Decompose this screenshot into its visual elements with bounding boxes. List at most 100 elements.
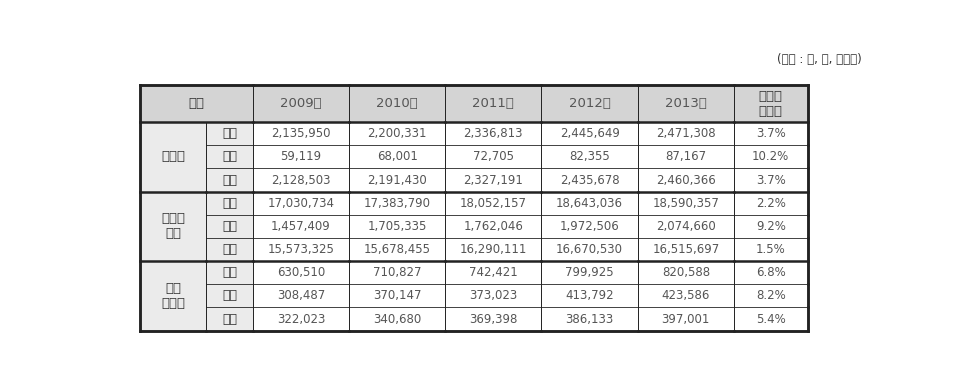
Text: 2,191,430: 2,191,430 [367, 174, 426, 186]
Text: 630,510: 630,510 [276, 266, 325, 279]
Text: 10.2%: 10.2% [751, 150, 789, 163]
Text: 입내원
일수: 입내원 일수 [161, 212, 185, 240]
Text: 2,336,813: 2,336,813 [463, 127, 522, 140]
Text: 16,290,111: 16,290,111 [459, 243, 526, 256]
Text: 799,925: 799,925 [565, 266, 613, 279]
Text: 423,586: 423,586 [661, 290, 709, 302]
Text: 18,643,036: 18,643,036 [555, 197, 622, 210]
Text: 322,023: 322,023 [276, 313, 325, 326]
Text: 1,762,046: 1,762,046 [463, 220, 522, 233]
Bar [253, 168, 349, 192]
Text: 입원
진료비: 입원 진료비 [161, 282, 185, 310]
Bar [734, 215, 807, 238]
Bar [637, 145, 734, 168]
Bar [206, 122, 253, 145]
Bar [206, 168, 253, 192]
Bar [637, 168, 734, 192]
Text: 17,030,734: 17,030,734 [267, 197, 334, 210]
Bar [734, 284, 807, 308]
Bar [445, 238, 541, 261]
Bar [445, 308, 541, 331]
Bar [140, 192, 206, 261]
Bar [349, 85, 445, 122]
Bar [349, 238, 445, 261]
Text: 742,421: 742,421 [468, 266, 517, 279]
Text: 2,200,331: 2,200,331 [367, 127, 426, 140]
Bar [253, 122, 349, 145]
Bar [253, 192, 349, 215]
Text: 구분: 구분 [188, 97, 204, 110]
Bar [349, 261, 445, 284]
Bar [541, 168, 637, 192]
Text: 18,590,357: 18,590,357 [652, 197, 718, 210]
Bar [140, 261, 206, 331]
Text: 59,119: 59,119 [280, 150, 321, 163]
Bar [253, 284, 349, 308]
Text: 3.7%: 3.7% [755, 174, 785, 186]
Bar [445, 85, 541, 122]
Text: 413,792: 413,792 [565, 290, 613, 302]
Text: 입원: 입원 [222, 290, 236, 302]
Text: 397,001: 397,001 [661, 313, 709, 326]
Text: 환자수: 환자수 [161, 150, 185, 163]
Bar [206, 238, 253, 261]
Text: 1.5%: 1.5% [755, 243, 785, 256]
Text: 308,487: 308,487 [276, 290, 325, 302]
Bar [637, 192, 734, 215]
Bar [349, 145, 445, 168]
Bar [445, 215, 541, 238]
Text: 2013년: 2013년 [664, 97, 706, 110]
Bar [349, 284, 445, 308]
Text: 2010년: 2010년 [376, 97, 418, 110]
Text: 외래: 외래 [222, 313, 236, 326]
Text: 연평균
증가율: 연평균 증가율 [758, 90, 782, 117]
Text: 5.4%: 5.4% [755, 313, 785, 326]
Text: 2,135,950: 2,135,950 [271, 127, 330, 140]
Bar [734, 308, 807, 331]
Text: 72,705: 72,705 [472, 150, 514, 163]
Text: 82,355: 82,355 [569, 150, 610, 163]
Text: 16,670,530: 16,670,530 [555, 243, 622, 256]
Text: 2,074,660: 2,074,660 [655, 220, 715, 233]
Bar [445, 284, 541, 308]
Text: 2011년: 2011년 [472, 97, 514, 110]
Bar [206, 215, 253, 238]
Text: 2,327,191: 2,327,191 [463, 174, 522, 186]
Bar [541, 284, 637, 308]
Bar [349, 122, 445, 145]
Text: 2,460,366: 2,460,366 [655, 174, 715, 186]
Bar [445, 192, 541, 215]
Bar [541, 238, 637, 261]
Bar [637, 85, 734, 122]
Bar [734, 122, 807, 145]
Text: 87,167: 87,167 [665, 150, 705, 163]
Bar [206, 308, 253, 331]
Bar [541, 85, 637, 122]
Text: 2,445,649: 2,445,649 [559, 127, 619, 140]
Text: 373,023: 373,023 [469, 290, 516, 302]
Bar [541, 215, 637, 238]
Bar [541, 122, 637, 145]
Text: 6.8%: 6.8% [755, 266, 785, 279]
Bar [541, 308, 637, 331]
Text: 8.2%: 8.2% [755, 290, 785, 302]
Text: 369,398: 369,398 [469, 313, 517, 326]
Text: 입원: 입원 [222, 150, 236, 163]
Bar [734, 192, 807, 215]
Text: 370,147: 370,147 [372, 290, 421, 302]
Bar [734, 145, 807, 168]
Bar [445, 145, 541, 168]
Text: 15,573,325: 15,573,325 [267, 243, 334, 256]
Text: 2,471,308: 2,471,308 [655, 127, 715, 140]
Bar [541, 145, 637, 168]
Text: 2,435,678: 2,435,678 [559, 174, 619, 186]
Bar [206, 284, 253, 308]
Text: 2012년: 2012년 [568, 97, 610, 110]
Bar [541, 261, 637, 284]
Bar [349, 168, 445, 192]
Text: 68,001: 68,001 [376, 150, 417, 163]
Bar [637, 215, 734, 238]
Bar [445, 168, 541, 192]
Text: 18,052,157: 18,052,157 [459, 197, 526, 210]
Bar [206, 145, 253, 168]
